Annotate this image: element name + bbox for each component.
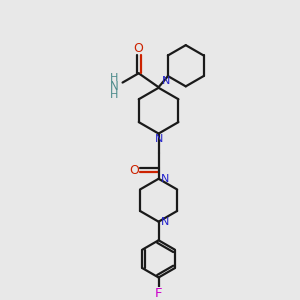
Text: F: F [155,287,162,300]
Text: N: N [110,80,118,93]
Text: O: O [129,164,139,177]
Text: H: H [110,73,119,83]
Text: N: N [161,174,169,184]
Text: H: H [110,90,119,100]
Text: N: N [155,134,163,144]
Text: N: N [162,76,171,86]
Text: O: O [134,42,144,55]
Text: N: N [161,217,169,227]
